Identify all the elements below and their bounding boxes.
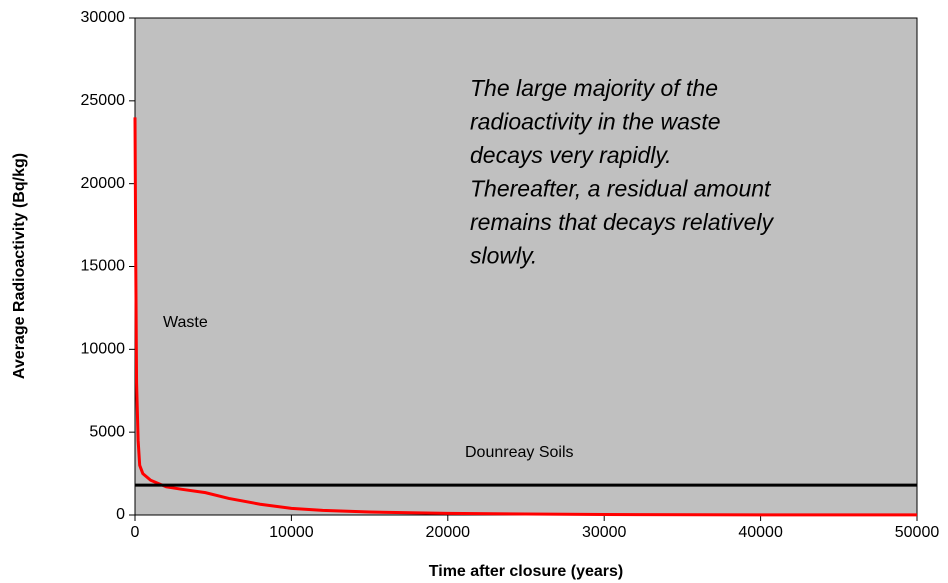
x-tick-label: 50000	[895, 524, 940, 541]
y-tick-label: 25000	[81, 92, 126, 109]
y-tick-label: 0	[116, 506, 125, 523]
x-axis-title: Time after closure (years)	[429, 563, 623, 580]
annotation: The large majority of the	[470, 75, 718, 101]
series-line	[133, 117, 918, 517]
y-tick-label: 30000	[81, 9, 126, 26]
x-tick-label: 10000	[269, 524, 314, 541]
y-tick-label: 20000	[81, 175, 126, 192]
annotation: decays very rapidly.	[470, 142, 672, 168]
y-tick-label: 10000	[81, 341, 126, 358]
x-tick-label: 20000	[426, 524, 471, 541]
annotation: slowly.	[470, 243, 537, 269]
y-tick-label: 15000	[81, 258, 126, 275]
annotation: Thereafter, a residual amount	[470, 176, 772, 202]
series-label: Dounreay Soils	[465, 444, 574, 461]
x-tick-label: 30000	[582, 524, 627, 541]
x-tick-label: 0	[131, 524, 140, 541]
series-label: Waste	[163, 314, 208, 331]
y-axis-title: Average Radioactivity (Bq/kg)	[11, 153, 28, 379]
x-tick-label: 40000	[738, 524, 783, 541]
annotation: remains that decays relatively	[470, 209, 774, 235]
plot-area	[134, 17, 918, 516]
y-tick-label: 5000	[89, 423, 125, 440]
annotation: radioactivity in the waste	[470, 109, 721, 135]
